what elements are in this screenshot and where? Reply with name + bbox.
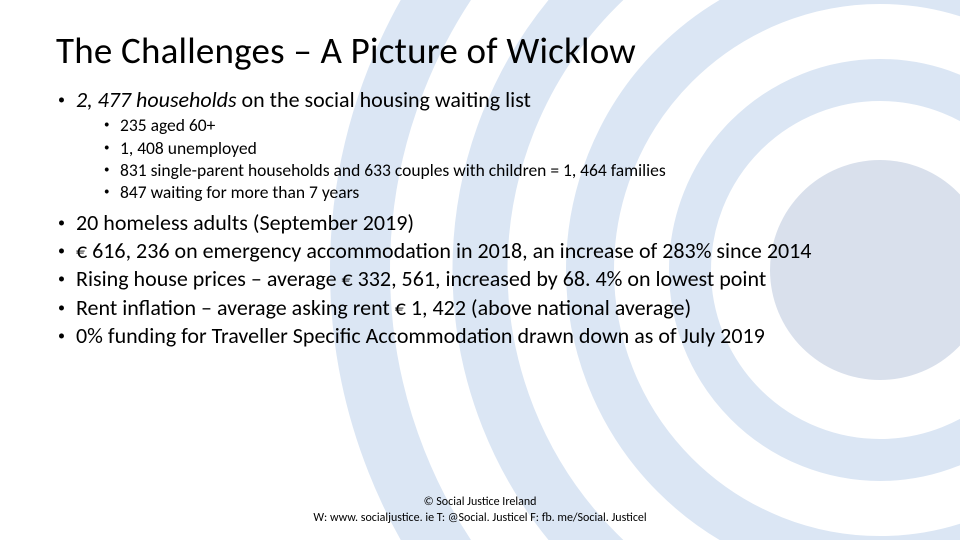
main-bullet-first: 2, 477 households on the social housing … bbox=[56, 87, 904, 204]
main-bullet-list: 2, 477 households on the social housing … bbox=[56, 87, 904, 348]
sub-bullet: 847 waiting for more than 7 years bbox=[104, 181, 904, 203]
main-bullet: Rent inflation – average asking rent € 1… bbox=[56, 295, 904, 320]
slide-title: The Challenges – A Picture of Wicklow bbox=[56, 28, 904, 73]
sub-bullet-list: 235 aged 60+ 1, 408 unemployed 831 singl… bbox=[76, 114, 904, 204]
main-first-rest: on the social housing waiting list bbox=[237, 86, 531, 113]
main-bullet: 20 homeless adults (September 2019) bbox=[56, 210, 904, 235]
main-bullet: 0% funding for Traveller Specific Accomm… bbox=[56, 323, 904, 348]
main-bullet: Rising house prices – average € 332, 561… bbox=[56, 266, 904, 291]
sub-bullet: 235 aged 60+ bbox=[104, 114, 904, 136]
sub-bullet: 831 single-parent households and 633 cou… bbox=[104, 159, 904, 181]
slide-content: The Challenges – A Picture of Wicklow 2,… bbox=[0, 0, 960, 540]
main-bullet: € 616, 236 on emergency accommodation in… bbox=[56, 238, 904, 263]
main-first-emphasis: 2, 477 households bbox=[76, 86, 237, 113]
sub-bullet: 1, 408 unemployed bbox=[104, 137, 904, 159]
